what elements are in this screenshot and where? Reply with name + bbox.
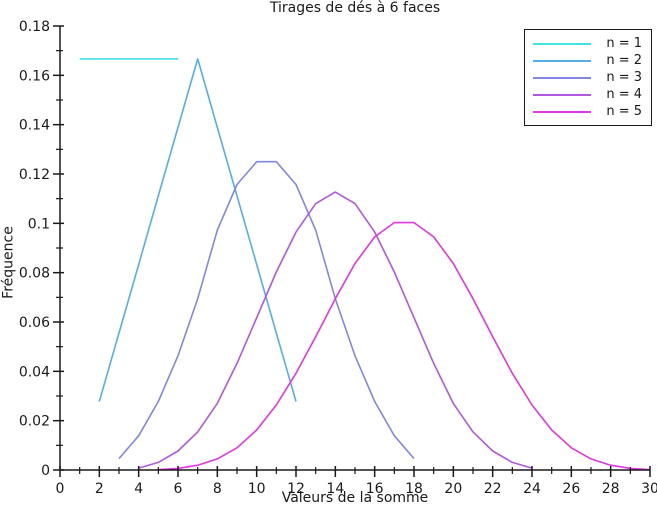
x-tick-label: 12 (287, 481, 305, 497)
series-line-2 (98, 58, 297, 402)
legend-label: n = 1 (606, 36, 642, 51)
y-tick-label: 0.04 (19, 364, 50, 380)
legend: n = 1 n = 2 n = 3 n = 4 n = 5 (524, 29, 652, 126)
x-tick-label: 22 (484, 481, 502, 497)
series-line-5 (158, 221, 651, 471)
y-axis-label: Fréquence (0, 226, 17, 299)
x-tick-label: 26 (562, 481, 580, 497)
legend-item-2: n = 2 (533, 52, 642, 69)
x-tick-label: 4 (134, 481, 143, 497)
legend-label: n = 3 (606, 70, 642, 85)
y-tick-label: 0.1 (28, 216, 50, 232)
series-line-4 (138, 191, 533, 469)
legend-item-5: n = 5 (533, 103, 642, 120)
y-tick-label: 0.08 (19, 266, 50, 282)
x-tick-label: 6 (174, 481, 183, 497)
legend-label: n = 2 (606, 53, 642, 68)
x-tick-label: 8 (213, 481, 222, 497)
chart-title: Tirages de dés à 6 faces (269, 0, 441, 16)
x-tick-label: 24 (523, 481, 541, 497)
y-tick-label: 0.18 (19, 19, 50, 35)
x-tick-label: 14 (326, 481, 344, 497)
y-tick-label: 0.06 (19, 315, 50, 331)
x-tick-label: 16 (366, 481, 384, 497)
series-line-3 (118, 160, 415, 460)
legend-line-swatch (533, 59, 591, 62)
y-tick-label: 0.02 (19, 414, 50, 430)
x-tick-label: 2 (95, 481, 104, 497)
y-tick-label: 0.16 (19, 68, 50, 84)
y-tick-label: 0 (41, 463, 50, 479)
legend-label: n = 5 (606, 104, 642, 119)
x-tick-label: 18 (405, 481, 423, 497)
x-axis-label: Valeurs de la somme (281, 490, 429, 506)
legend-item-1: n = 1 (533, 35, 642, 52)
x-tick-label: 28 (602, 481, 620, 497)
legend-label: n = 4 (606, 87, 642, 102)
y-tick-label: 0.14 (19, 118, 50, 134)
legend-line-swatch (533, 93, 591, 96)
x-tick-label: 0 (56, 481, 65, 497)
legend-item-4: n = 4 (533, 86, 642, 103)
legend-line-swatch (533, 42, 591, 45)
legend-line-swatch (533, 76, 591, 79)
x-tick-label: 30 (641, 481, 657, 497)
y-tick-label: 0.12 (19, 167, 50, 183)
x-tick-label: 10 (248, 481, 266, 497)
legend-item-3: n = 3 (533, 69, 642, 86)
legend-line-swatch (533, 110, 591, 113)
x-tick-label: 20 (444, 481, 462, 497)
